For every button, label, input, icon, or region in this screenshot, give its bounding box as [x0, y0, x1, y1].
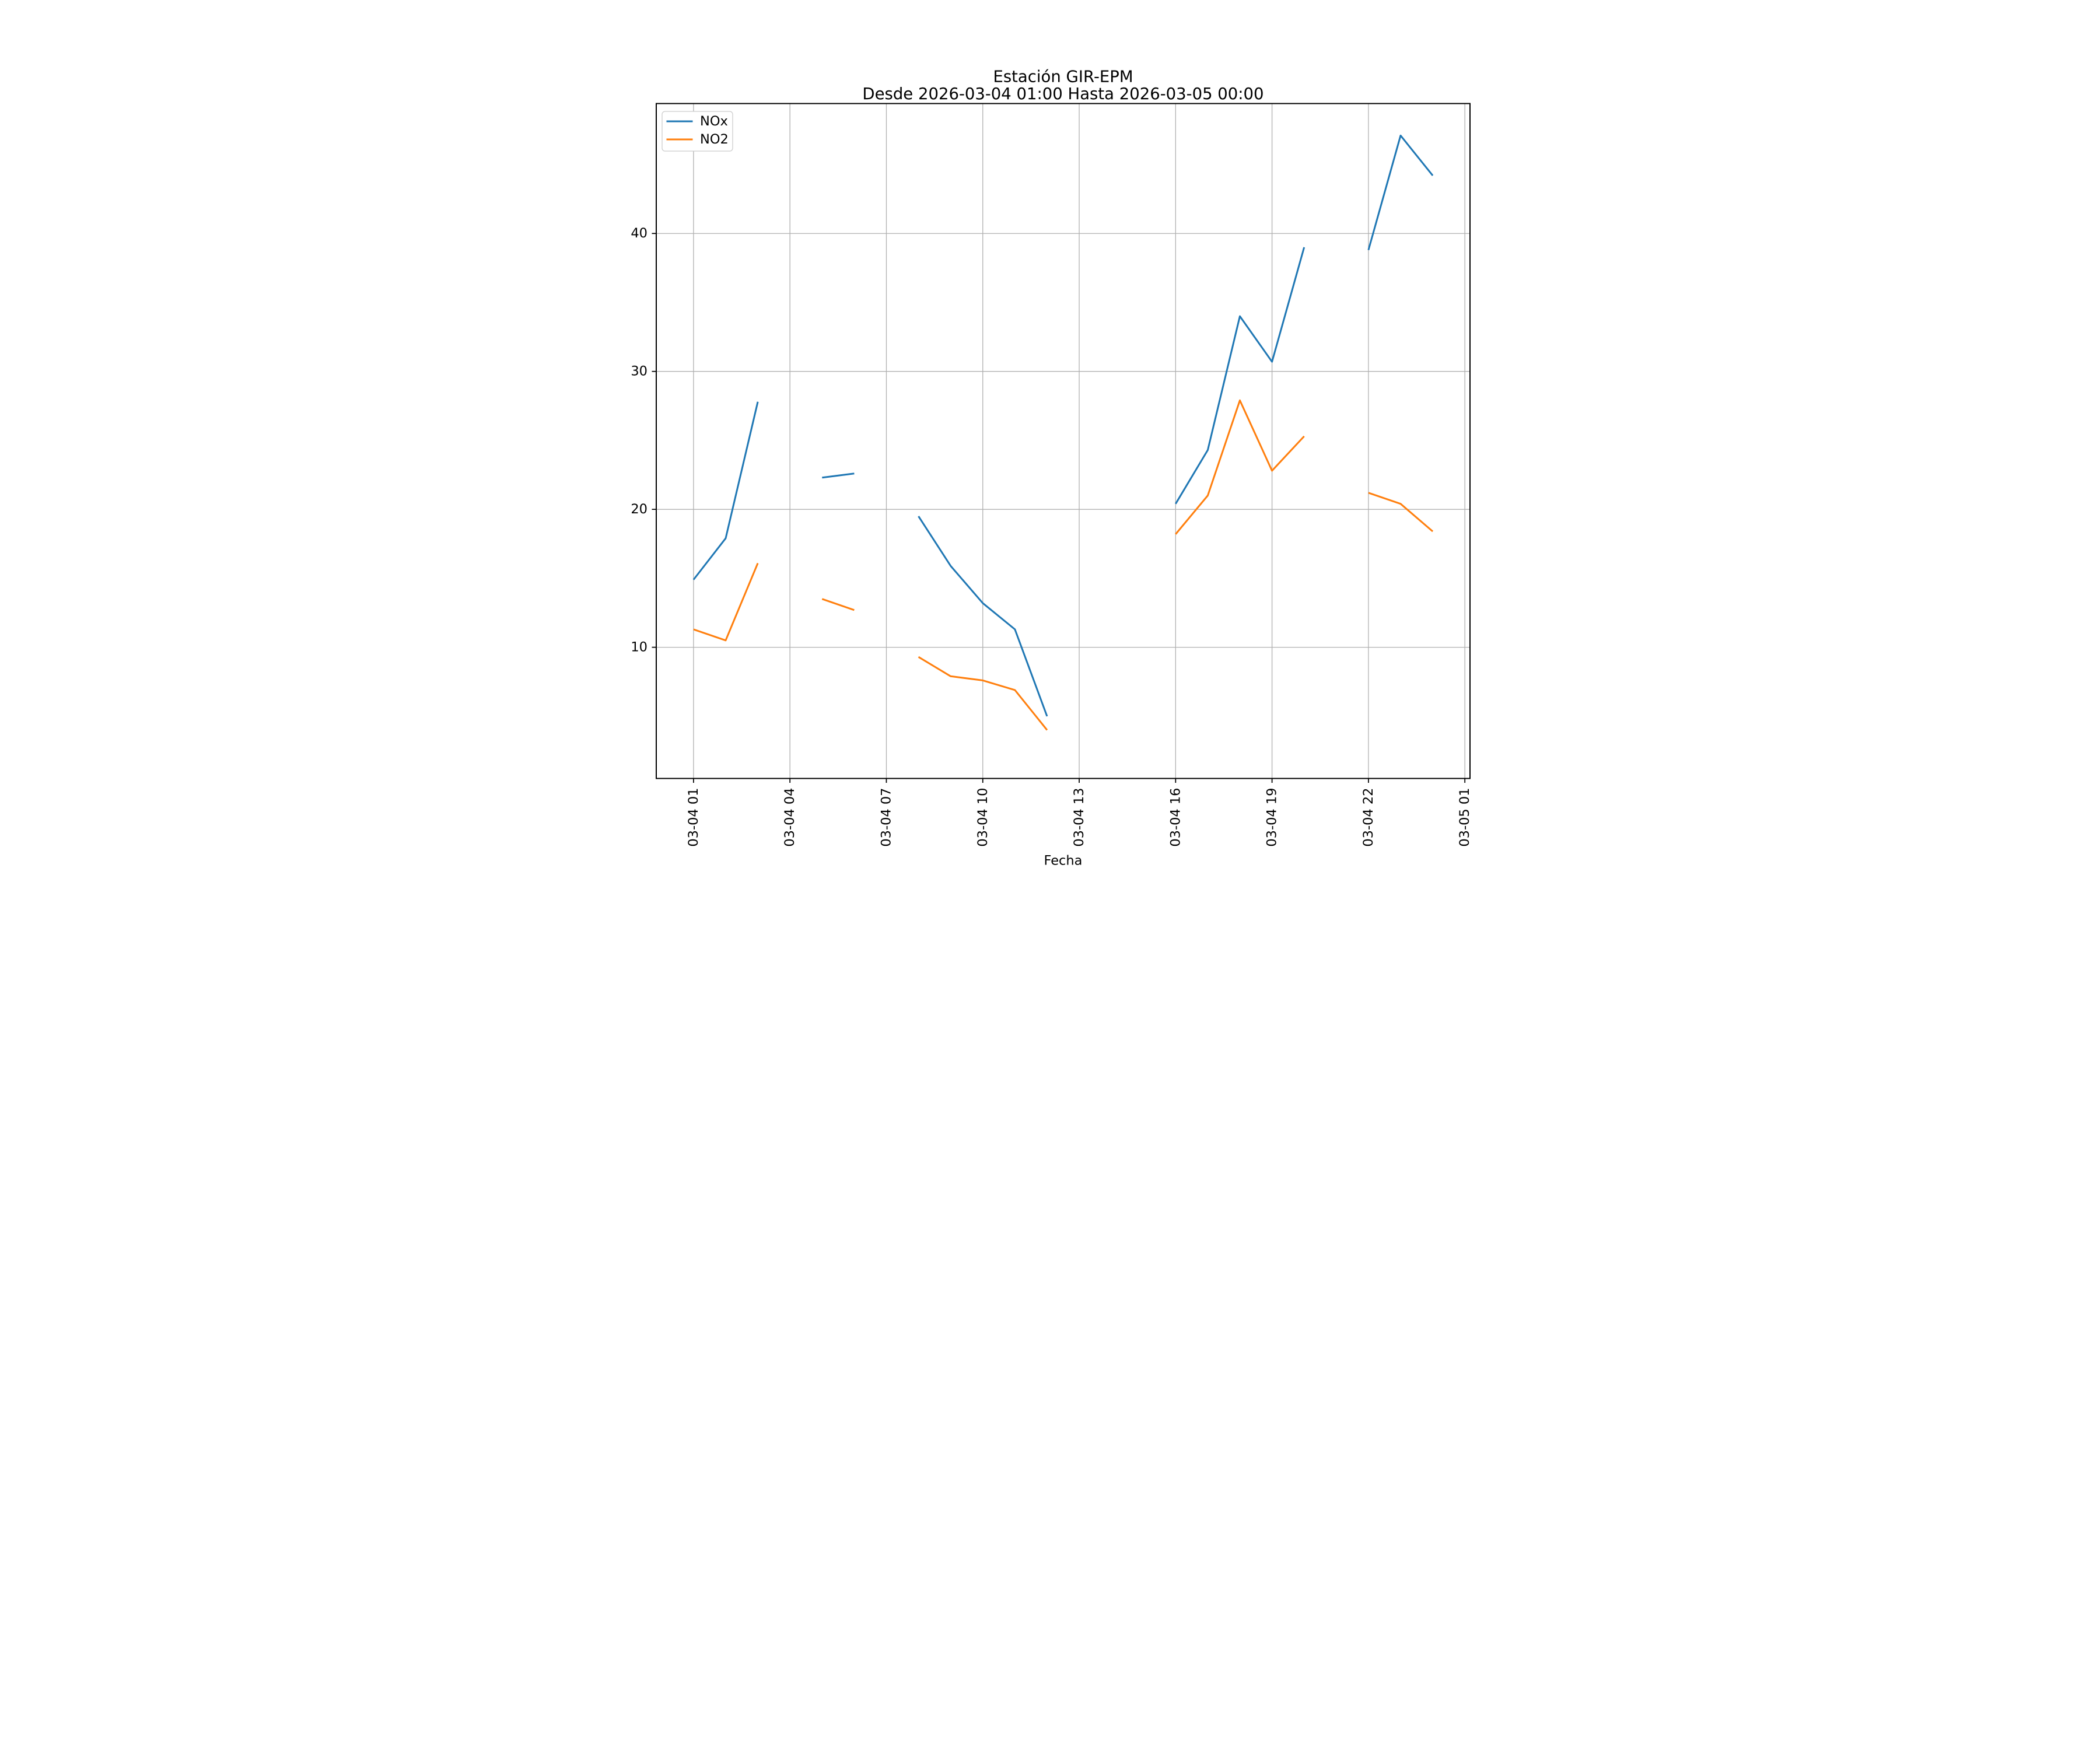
tick-layer: [652, 233, 1466, 783]
y-tick-label: 30: [631, 364, 648, 379]
x-tick-label: 03-04 22: [1361, 788, 1376, 847]
legend: NOx NO2: [662, 111, 733, 152]
x-tick-label: 03-04 04: [782, 788, 797, 847]
x-tick-label: 03-04 07: [878, 788, 894, 847]
x-axis-label: Fecha: [1044, 853, 1083, 869]
tick-label-layer: 03-04 01 03-04 04 03-04 07 03-04 10 03-04 13…: [631, 226, 1472, 846]
y-tick-label: 10: [631, 640, 648, 655]
x-tick-label: 03-04 01: [686, 788, 701, 847]
series-line-no2: [693, 399, 1434, 731]
legend-label-nox: NOx: [700, 114, 728, 129]
x-tick-label: 03-04 10: [975, 788, 991, 847]
series-layer: [692, 134, 1434, 731]
plot-border: [656, 103, 1471, 779]
x-tick-label: 03-04 19: [1265, 788, 1280, 847]
x-tick-label: 03-04 16: [1168, 788, 1183, 847]
y-tick-label: 20: [631, 502, 648, 517]
chart-title: Estación GIR-EPM: [993, 68, 1133, 86]
x-tick-label: 03-05 01: [1457, 788, 1472, 847]
x-tick-label: 03-04 13: [1072, 788, 1087, 847]
series-line-nox: [692, 134, 1434, 717]
legend-label-no2: NO2: [700, 132, 729, 147]
figure-container: 03-04 01 03-04 04 03-04 07 03-04 10 03-04 13…: [525, 0, 1575, 875]
y-tick-label: 40: [631, 226, 648, 241]
grid-layer: [656, 103, 1470, 779]
line-chart: 03-04 01 03-04 04 03-04 07 03-04 10 03-04 13…: [525, 0, 1575, 875]
chart-subtitle: Desde 2026-03-04 01:00 Hasta 2026-03-05 …: [862, 85, 1264, 103]
